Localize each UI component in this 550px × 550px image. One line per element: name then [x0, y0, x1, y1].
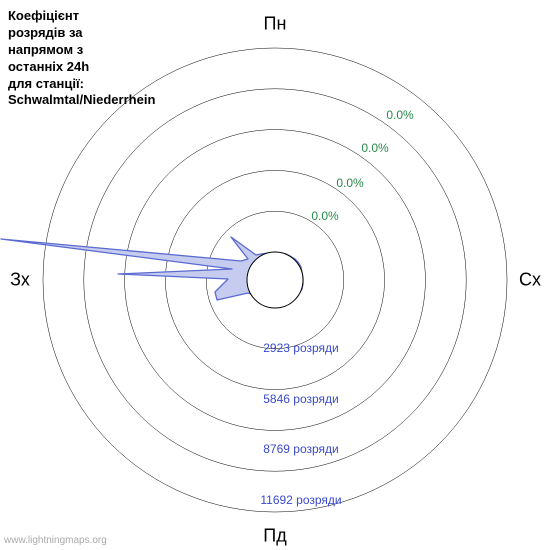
hub-circle: [247, 252, 303, 308]
percent-label-2: 0.0%: [336, 176, 363, 190]
cardinal-W: Зх: [10, 270, 30, 291]
cardinal-S: Пд: [263, 526, 286, 547]
percent-label-3: 0.0%: [311, 209, 338, 223]
cardinal-N: Пн: [264, 14, 287, 35]
count-label-0: 2923 розряди: [263, 341, 339, 355]
count-label-2: 8769 розряди: [263, 442, 339, 456]
percent-label-1: 0.0%: [361, 141, 388, 155]
cardinal-E: Сх: [519, 270, 541, 291]
footer-credit: www.lightningmaps.org: [4, 535, 107, 546]
chart-title: Коефіцієнт розрядів за напрямом з останн…: [8, 8, 155, 109]
percent-label-0: 0.0%: [386, 108, 413, 122]
count-label-3: 11692 розряди: [260, 493, 341, 507]
count-label-1: 5846 розряди: [263, 392, 339, 406]
